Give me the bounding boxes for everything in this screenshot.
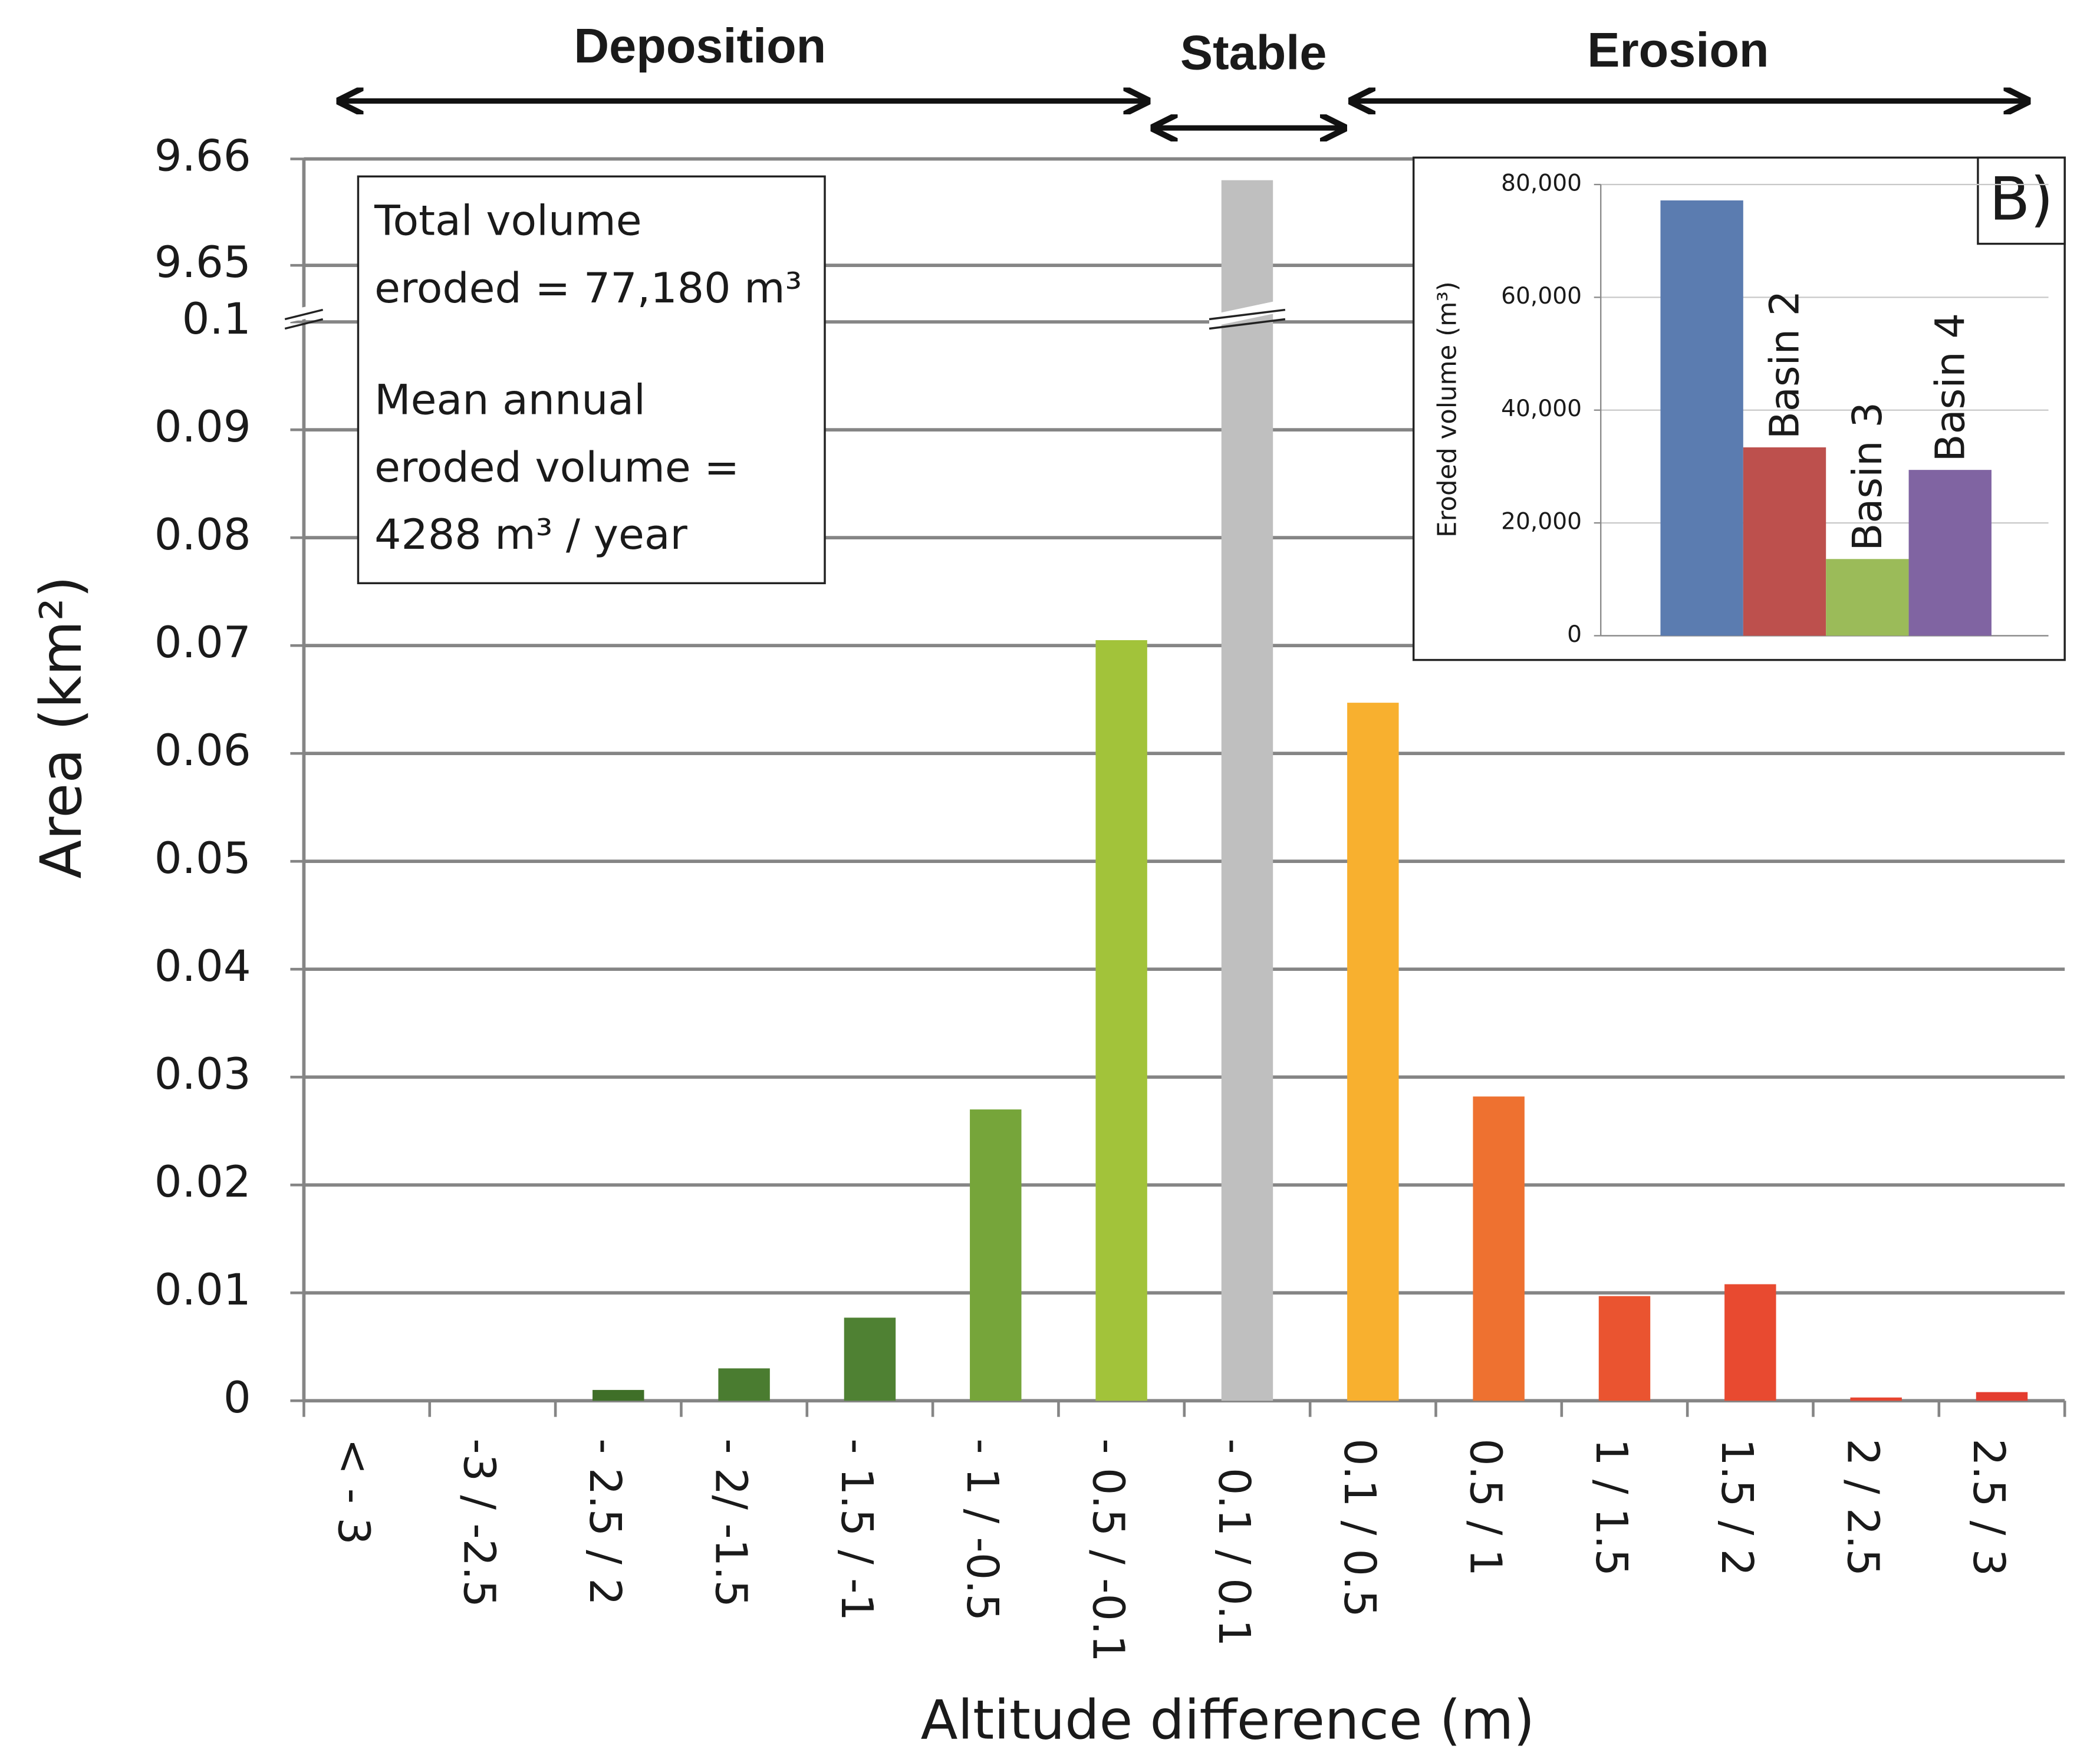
y-tick-label: 20,000 — [1501, 509, 1582, 535]
x-tick-label: 0.5 / 1 — [1460, 1438, 1510, 1576]
text-box-line: 4288 m³ / year — [374, 510, 688, 559]
x-axis-label: Altitude difference (m) — [921, 1689, 1535, 1752]
x-tick-label: - 1 / -0.5 — [957, 1438, 1007, 1621]
annotation: Deposition — [574, 19, 826, 74]
category-label: Basin 2 — [1761, 291, 1808, 440]
text-box-line: eroded = 77,180 m³ — [374, 263, 802, 312]
category-label: Basin 3 — [1844, 402, 1891, 551]
x-tick-label: 1 / 1.5 — [1586, 1438, 1636, 1576]
axis-break — [1209, 318, 1286, 330]
inset-title-box — [1977, 156, 2066, 245]
y-tick-label: 60,000 — [1501, 283, 1582, 309]
bar — [1347, 703, 1399, 1401]
y-tick-label: 9.65 — [154, 238, 251, 288]
x-tick-label: - 1.5 / -1 — [831, 1438, 881, 1621]
inset-layer: 0 20,000 40,000 60,000 80,000 Basin 2 Basin 3 B… — [1501, 170, 2049, 648]
annotation: Stable — [1180, 26, 1327, 80]
y-tick-label: 0.06 — [154, 726, 251, 776]
bar — [970, 1109, 1022, 1401]
text-box-line: Total volume — [374, 196, 642, 245]
y-tick-label: 0.04 — [154, 941, 251, 992]
bar — [1095, 640, 1147, 1401]
bar — [1473, 1096, 1525, 1401]
bar — [718, 1368, 770, 1401]
text-box — [357, 175, 826, 585]
y-tick-label: 0.1 — [182, 294, 251, 344]
bar — [1850, 1397, 1902, 1401]
x-tick-label: 2 / 2.5 — [1837, 1438, 1887, 1576]
bar — [1221, 180, 1273, 1401]
bar — [1743, 447, 1826, 636]
text-box-line: Mean annual — [374, 375, 646, 424]
axis-break-gap — [285, 303, 323, 324]
x-tick-label: < - 3 — [328, 1438, 378, 1545]
bar — [593, 1389, 644, 1401]
axis-break — [284, 308, 324, 321]
y-tick-label: 9.66 — [154, 131, 251, 182]
y-tick-label: 0 — [1567, 621, 1582, 648]
axis-break — [284, 318, 324, 330]
y-tick-label: 0.08 — [154, 510, 251, 560]
inset-title: B) — [1989, 164, 2053, 234]
bar — [1660, 200, 1743, 636]
category-label: Basin 4 — [1927, 313, 1974, 462]
y-tick-label: 0.01 — [154, 1265, 251, 1315]
bar — [844, 1317, 896, 1401]
bar-layer — [284, 180, 2028, 1401]
x-tick-label: 1.5 / 2 — [1711, 1438, 1762, 1576]
x-tick-label: - 0.1 / 0.1 — [1209, 1438, 1259, 1646]
y-tick-label: 40,000 — [1501, 396, 1582, 422]
y-tick-label: 0.09 — [154, 402, 251, 452]
bar — [1826, 559, 1909, 636]
x-tick-label: - 0.5 / -0.1 — [1082, 1438, 1133, 1662]
bar — [1908, 470, 1992, 636]
bar — [1976, 1392, 2028, 1401]
y-axis-label: Area (km²) — [28, 576, 94, 879]
bar — [1598, 1296, 1651, 1401]
x-tick-label: 2.5 / 3 — [1963, 1438, 2013, 1576]
x-tick-label: -3 / -2.5 — [454, 1438, 504, 1608]
axis-break-gap — [1209, 299, 1285, 328]
x-tick-label: 0.1 / 0.5 — [1334, 1438, 1384, 1618]
y-tick-label: 0.03 — [154, 1049, 251, 1099]
annotation: Erosion — [1587, 23, 1769, 77]
x-tick-label: - 2.5 / 2 — [580, 1438, 630, 1605]
axis-break — [1209, 308, 1286, 321]
x-tick-label: - 2/ -1.5 — [705, 1438, 755, 1608]
y-tick-label: 80,000 — [1501, 170, 1582, 197]
y-tick-label: 0.02 — [154, 1157, 251, 1207]
inset-y-axis-label: Eroded volume (m³) — [1433, 281, 1462, 538]
bar — [1724, 1284, 1776, 1401]
y-tick-label: 0.07 — [154, 618, 251, 668]
text-box-line: eroded volume = — [374, 443, 739, 492]
y-tick-label: 0.05 — [154, 834, 251, 884]
y-tick-label: 0 — [223, 1373, 251, 1423]
